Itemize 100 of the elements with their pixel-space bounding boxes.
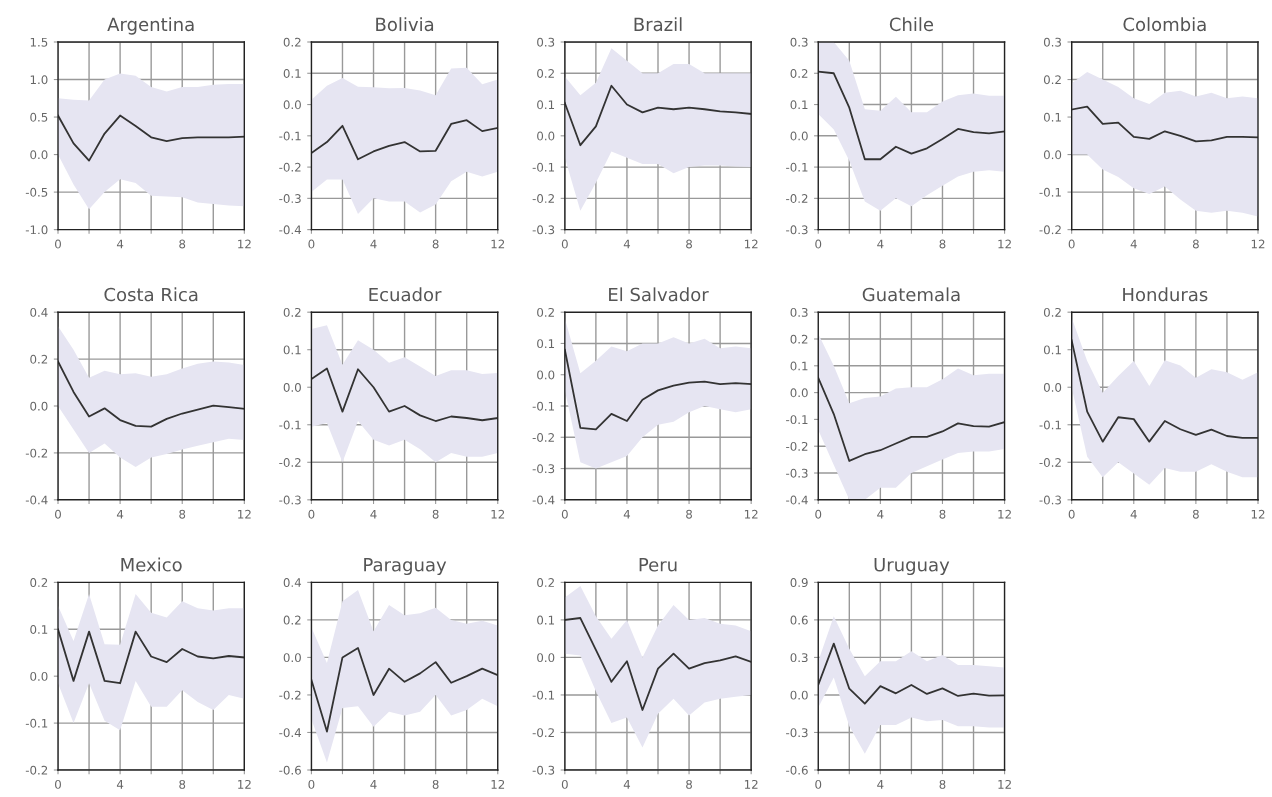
chart-title: Honduras — [1123, 287, 1208, 302]
y-tick-label: 0.2 — [537, 307, 554, 317]
y-tick-label: -0.2 — [25, 448, 48, 458]
x-tick-label: 12 — [998, 779, 1011, 789]
y-tick-label: 0.0 — [537, 653, 555, 663]
y-tick-label: 0.2 — [283, 37, 301, 47]
chart-title: Guatemala — [862, 287, 960, 302]
y-tick-label: 0.9 — [790, 578, 808, 588]
line-series — [564, 84, 752, 147]
y-tick-label: 0.5 — [30, 112, 48, 122]
y-tick-label: 0.1 — [1043, 112, 1061, 122]
line-series — [1071, 105, 1258, 143]
x-tick-label: 12 — [1251, 239, 1265, 249]
chart-title: Bolivia — [376, 17, 434, 32]
y-tick-label: -0.1 — [1039, 420, 1061, 430]
x-tick-label: 12 — [491, 779, 505, 789]
y-tick-label: 0.3 — [790, 37, 808, 47]
x-tick-label: 8 — [432, 239, 439, 249]
y-tick-label: 0.1 — [1043, 345, 1061, 355]
y-tick-label: -0.3 — [786, 225, 808, 235]
y-tick-label: -0.1 — [532, 401, 555, 411]
x-tick-label: 0 — [55, 239, 61, 249]
y-tick-label: -0.1 — [1039, 187, 1061, 197]
x-tick-label: 8 — [179, 239, 186, 249]
x-tick-label: 8 — [686, 239, 692, 249]
x-tick-label: 4 — [116, 780, 124, 789]
y-tick-label: -0.3 — [532, 765, 555, 775]
x-tick-label: 8 — [1192, 509, 1199, 519]
y-tick-label: 0.2 — [537, 68, 554, 78]
y-tick-label: 0.0 — [30, 671, 48, 681]
x-tick-label: 8 — [939, 509, 946, 519]
y-tick-label: -0.1 — [279, 131, 301, 141]
y-tick-label: 0.2 — [537, 578, 554, 588]
y-tick-label: 0.0 — [283, 100, 301, 110]
y-tick-label: -0.3 — [786, 728, 808, 738]
x-tick-label: 8 — [939, 239, 946, 249]
x-tick-label: 8 — [179, 509, 186, 519]
chart-title: Paraguay — [364, 558, 447, 576]
x-tick-label: 8 — [179, 779, 186, 789]
y-tick-label: 0.0 — [537, 370, 555, 380]
x-tick-label: 12 — [1251, 509, 1265, 519]
y-tick-label: -0.2 — [1039, 458, 1061, 467]
y-tick-label: 0.0 — [283, 653, 301, 663]
y-tick-label: 0.0 — [1043, 150, 1062, 160]
y-tick-label: -0.2 — [279, 162, 301, 172]
chart-title: Brazil — [634, 17, 682, 32]
y-tick-label: -0.6 — [786, 765, 808, 775]
x-tick-label: 0 — [308, 779, 315, 789]
x-tick-label: 4 — [623, 239, 631, 249]
chart-title: Chile — [889, 17, 934, 32]
y-tick-label: 0.0 — [30, 401, 48, 411]
chart-title: Costa Rica — [104, 287, 198, 302]
y-tick-label: 0.2 — [30, 354, 48, 364]
y-tick-label: 0.6 — [790, 615, 808, 625]
x-tick-label: 0 — [561, 779, 568, 789]
y-tick-label: -0.2 — [25, 765, 48, 775]
y-tick-label: -0.1 — [786, 162, 808, 172]
chart-title: Argentina — [107, 17, 194, 35]
x-tick-label: 4 — [370, 239, 377, 249]
x-tick-label: 8 — [432, 779, 439, 789]
x-tick-label: 0 — [815, 239, 822, 249]
x-tick-label: 12 — [744, 779, 758, 789]
y-tick-label: 0.1 — [790, 100, 808, 110]
chart-title: Uruguay — [874, 558, 950, 576]
line-series — [564, 617, 752, 711]
x-tick-label: 0 — [308, 509, 315, 519]
y-tick-label: -1.0 — [25, 225, 48, 235]
y-tick-label: -0.2 — [786, 194, 808, 204]
x-tick-label: 4 — [623, 509, 631, 519]
y-tick-label: 1.5 — [30, 37, 48, 47]
y-tick-label: -0.2 — [786, 441, 808, 451]
y-tick-label: 0.1 — [537, 100, 555, 110]
y-tick-label: -0.4 — [786, 495, 808, 505]
x-tick-label: 4 — [877, 780, 884, 789]
y-tick-label: 0.3 — [790, 653, 808, 663]
y-tick-label: -0.2 — [532, 194, 554, 204]
x-tick-label: 0 — [561, 239, 568, 249]
chart-title: El Salvador — [609, 287, 709, 302]
x-tick-label: 4 — [116, 509, 124, 519]
y-tick-label: -0.3 — [532, 225, 555, 235]
y-tick-label: 0.3 — [1043, 37, 1061, 47]
y-tick-label: -0.3 — [279, 194, 301, 204]
x-tick-label: 12 — [744, 509, 758, 519]
y-tick-label: 0.1 — [537, 615, 555, 625]
y-tick-label: -0.2 — [279, 458, 301, 467]
y-tick-label: -0.3 — [279, 495, 301, 505]
line-series — [311, 119, 498, 161]
x-tick-label: 12 — [238, 239, 251, 249]
y-tick-label: 0.2 — [1043, 75, 1061, 85]
x-tick-label: 8 — [432, 509, 439, 519]
y-tick-label: -0.2 — [532, 728, 554, 738]
x-tick-label: 8 — [686, 509, 692, 519]
y-tick-label: -0.2 — [1039, 225, 1061, 235]
y-tick-label: -0.4 — [279, 728, 302, 738]
y-tick-label: 0.4 — [283, 578, 302, 588]
y-tick-label: -0.2 — [279, 690, 301, 700]
x-tick-label: 4 — [370, 509, 377, 519]
y-tick-label: 0.0 — [790, 131, 808, 141]
chart-title: Mexico — [121, 557, 182, 572]
x-tick-label: 8 — [1192, 239, 1199, 249]
